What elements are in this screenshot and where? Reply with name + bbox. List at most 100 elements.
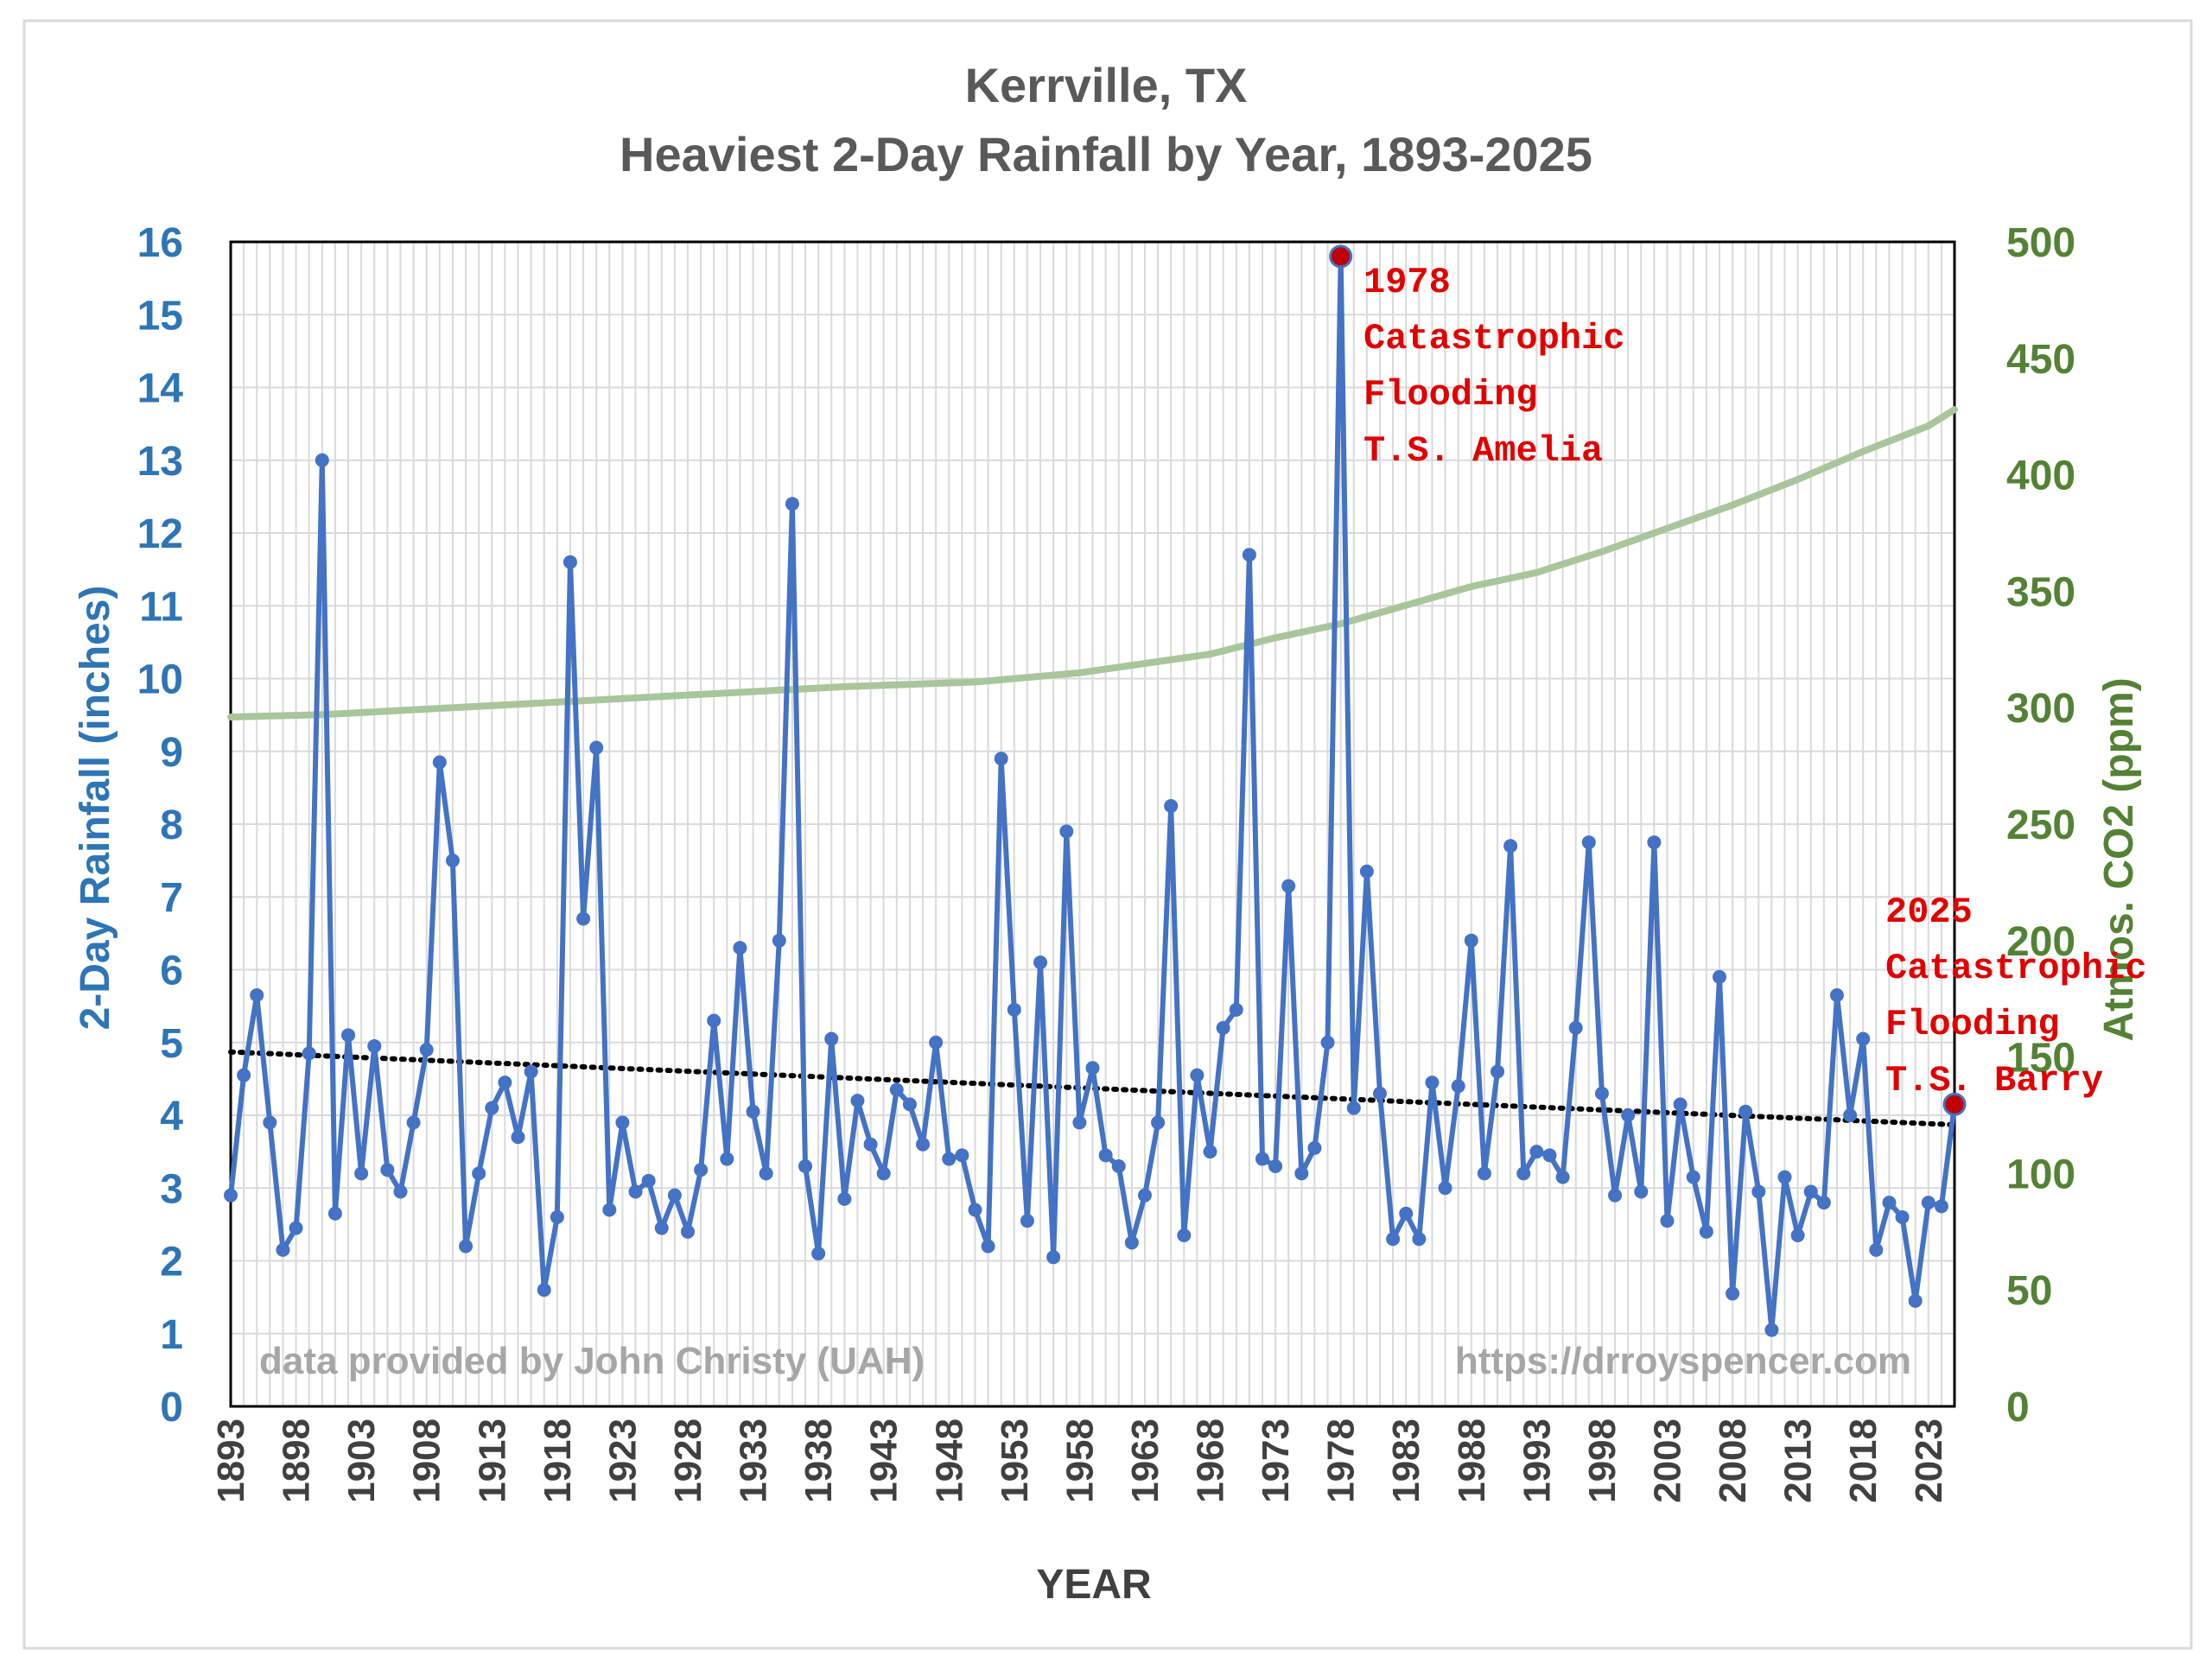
y-right-tick-label: 350 xyxy=(2006,569,2075,615)
rainfall-point xyxy=(654,1221,669,1235)
rainfall-point xyxy=(1712,969,1726,984)
y-left-tick-label: 4 xyxy=(160,1094,183,1139)
rainfall-point xyxy=(1242,548,1256,562)
rainfall-point xyxy=(1359,864,1374,879)
rainfall-point xyxy=(1307,1140,1322,1155)
x-tick-label: 1973 xyxy=(1255,1418,1297,1503)
annotation-1978-line-1: 1978 xyxy=(1363,262,1451,303)
rainfall-point xyxy=(667,1188,682,1203)
rainfall-point xyxy=(1177,1228,1192,1243)
trend-series xyxy=(228,1049,1957,1127)
plot-border xyxy=(229,240,1956,1408)
rainfall-point xyxy=(746,1104,760,1119)
rainfall-point xyxy=(798,1158,812,1173)
rainfall-series xyxy=(224,249,1961,1337)
highlighted-points xyxy=(1329,244,1967,1116)
y-right-tick-label: 250 xyxy=(2006,803,2075,848)
x-tick-label: 1983 xyxy=(1385,1418,1427,1503)
rainfall-point xyxy=(1660,1214,1675,1228)
x-tick-label: 1928 xyxy=(667,1418,709,1503)
rainfall-point xyxy=(1856,1031,1871,1046)
rainfall-point xyxy=(511,1130,525,1145)
rainfall-point xyxy=(1268,1158,1283,1173)
y-left-tick-label: 16 xyxy=(137,220,183,266)
x-tick-label: 1958 xyxy=(1058,1418,1101,1503)
rainfall-point xyxy=(1777,1170,1792,1184)
rainfall-point xyxy=(863,1137,878,1152)
x-tick-label: 1993 xyxy=(1516,1418,1558,1503)
rainfall-point xyxy=(1934,1199,1948,1214)
rainfall-point xyxy=(1790,1228,1805,1243)
y-left-tick-label: 14 xyxy=(137,366,184,412)
rainfall-point xyxy=(1699,1224,1713,1239)
rainfall-point xyxy=(1477,1166,1491,1181)
rainfall-point xyxy=(576,911,591,926)
rainfall-point xyxy=(876,1166,891,1181)
rainfall-point xyxy=(1816,1196,1831,1210)
rainfall-point xyxy=(981,1239,995,1253)
y-left-tick-label: 7 xyxy=(160,875,183,921)
rainfall-point xyxy=(1059,824,1074,839)
rainfall-point xyxy=(1373,1086,1387,1101)
x-tick-label: 1988 xyxy=(1451,1418,1493,1503)
rainfall-point xyxy=(1098,1148,1113,1163)
rainfall-point xyxy=(237,1068,251,1082)
rainfall-point xyxy=(250,987,264,1002)
rainfall-point xyxy=(380,1163,395,1177)
rainfall-point xyxy=(733,941,747,955)
rainfall-point xyxy=(1451,1079,1465,1094)
rainfall-point xyxy=(1216,1020,1230,1035)
rainfall-point xyxy=(707,1013,721,1028)
rainfall-point xyxy=(354,1166,369,1181)
rainfall-point xyxy=(602,1203,617,1217)
rainfall-point xyxy=(589,740,604,755)
rainfall-point xyxy=(1190,1068,1205,1082)
chart-title-line-1: Kerrville, TX xyxy=(965,58,1248,112)
x-tick-label: 2013 xyxy=(1777,1418,1820,1503)
rainfall-point xyxy=(1529,1145,1544,1159)
rainfall-point xyxy=(942,1152,957,1166)
annotation-1978-line-4: T.S. Amelia xyxy=(1363,430,1603,472)
rainfall-point xyxy=(1803,1184,1818,1199)
rainfall-point xyxy=(1921,1196,1936,1210)
rainfall-point xyxy=(1007,1002,1021,1017)
y-left-tick-label: 3 xyxy=(160,1166,183,1212)
chart-frame xyxy=(22,19,2193,1650)
rainfall-point xyxy=(1673,1097,1688,1112)
rainfall-point xyxy=(1203,1145,1217,1159)
rainfall-point xyxy=(902,1097,917,1112)
rainfall-point xyxy=(302,1046,316,1061)
y-left-tick-label: 8 xyxy=(160,803,183,848)
rainfall-point xyxy=(1412,1232,1427,1247)
rainfall-point xyxy=(1516,1166,1531,1181)
rainfall-point xyxy=(628,1184,643,1199)
y-axis-left-title: 2-Day Rainfall (inches) xyxy=(73,586,118,1031)
credit-website: https://drroyspencer.com xyxy=(1455,1340,1911,1382)
x-tick-label: 2018 xyxy=(1842,1418,1885,1503)
credit-data-source: data provided by John Christy (UAH) xyxy=(259,1340,925,1382)
rainfall-point xyxy=(1151,1115,1166,1130)
rainfall-point xyxy=(916,1137,931,1152)
annotation-1978-line-3: Flooding xyxy=(1363,374,1538,416)
rainfall-point xyxy=(1869,1242,1884,1257)
rainfall-point xyxy=(1764,1323,1779,1337)
rainfall-point xyxy=(929,1035,944,1050)
rainfall-point xyxy=(367,1038,382,1053)
rainfall-point xyxy=(393,1184,408,1199)
x-tick-label: 1913 xyxy=(471,1418,513,1503)
rainfall-point xyxy=(1555,1170,1570,1184)
rainfall-point xyxy=(1294,1166,1309,1181)
y-right-tick-label: 300 xyxy=(2006,686,2075,732)
highlighted-point xyxy=(1329,244,1353,269)
rainfall-point xyxy=(680,1224,695,1239)
rainfall-point xyxy=(1503,839,1518,854)
rainfall-point xyxy=(1751,1184,1766,1199)
rainfall-point xyxy=(837,1191,852,1206)
annotation-1978: 1978 Catastrophic Flooding T.S. Amelia xyxy=(1363,262,1624,472)
x-axis-ticks: 1893 1898 1903 1908 1913 1918 1923 1928 1933 1938… xyxy=(210,1418,1950,1503)
y-left-tick-label: 10 xyxy=(137,657,183,703)
rainfall-point xyxy=(1843,1108,1858,1122)
y-left-tick-label: 2 xyxy=(160,1240,183,1285)
rainfall-point xyxy=(1399,1206,1414,1221)
